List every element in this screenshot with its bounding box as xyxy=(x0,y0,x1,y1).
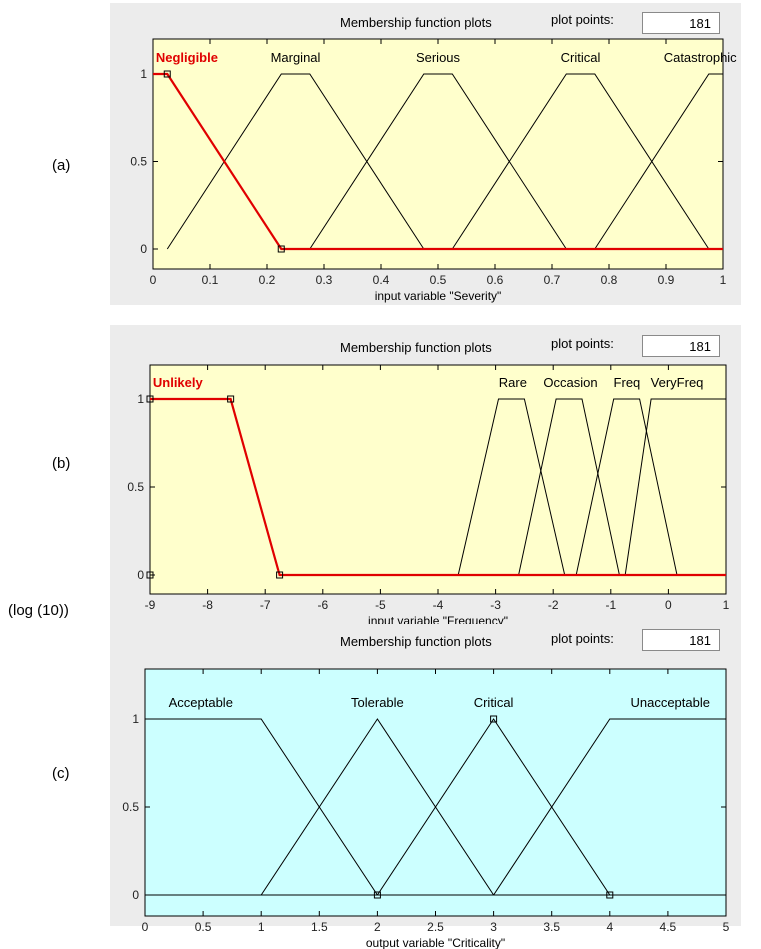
x-tick-label: -2 xyxy=(548,598,559,612)
severity-mf-chart: 0 0.5 1 0 0.1 0.2 0.3 0.4 0.5 0.6 0.7 0.8 0.9 1 input … xyxy=(130,38,737,303)
mf-label-critical: Critical xyxy=(474,695,514,710)
x-tick-label: 1.5 xyxy=(311,920,328,934)
x-tick-label: 0.9 xyxy=(658,273,675,287)
row-label-a: (a) xyxy=(52,157,71,174)
x-tick-label: -3 xyxy=(490,598,501,612)
mf-line-unlikely xyxy=(150,397,726,577)
mf-label-negligible: Negligible xyxy=(156,50,218,65)
x-tick-label: 1 xyxy=(720,273,727,287)
x-tick-label: -9 xyxy=(145,598,156,612)
y-tick-label: 0.5 xyxy=(122,800,139,814)
mf-label-acceptable: Acceptable xyxy=(169,695,233,710)
mf-label-tolerable: Tolerable xyxy=(351,695,404,710)
y-tick-label: 1 xyxy=(137,392,144,406)
x-tick-label: 0.1 xyxy=(202,273,219,287)
y-tick-label: 1 xyxy=(132,712,139,726)
mf-label-catastrophic: Catastrophic xyxy=(664,50,737,65)
mf-point-marker xyxy=(227,395,235,403)
x-axis-label: input variable "Severity" xyxy=(375,289,502,303)
plot-points-label: plot points: xyxy=(551,12,614,27)
x-tick-label: -1 xyxy=(605,598,616,612)
mf-line-freq xyxy=(575,398,678,576)
y-tick-label: 0 xyxy=(137,568,144,582)
mf-label-unlikely: Unlikely xyxy=(153,375,204,390)
x-tick-label: 0.7 xyxy=(544,273,561,287)
mf-line-critical xyxy=(376,718,611,896)
mf-label-unacceptable: Unacceptable xyxy=(630,695,710,710)
mf-label-rare: Rare xyxy=(499,375,527,390)
mf-label-serious: Serious xyxy=(416,50,461,65)
y-tick-label: 0 xyxy=(132,888,139,902)
x-tick-label: 1 xyxy=(723,598,730,612)
mf-line-occasion xyxy=(518,398,620,576)
mf-line-negligible xyxy=(153,72,723,251)
plot-points-input[interactable]: 181 xyxy=(642,335,720,357)
row-label-c: (c) xyxy=(52,765,70,782)
plot-points-label: plot points: xyxy=(551,336,614,351)
x-tick-label: 4 xyxy=(606,920,613,934)
x-tick-label: 0.8 xyxy=(601,273,618,287)
x-tick-label: 3 xyxy=(490,920,497,934)
panel-title: Membership function plots xyxy=(340,15,492,30)
mf-label-veryfreq: VeryFreq xyxy=(651,375,704,390)
mf-label-occasion: Occasion xyxy=(543,375,597,390)
mf-point-marker xyxy=(606,891,614,899)
panel-title: Membership function plots xyxy=(340,340,492,355)
severity-mf-panel: Membership function plots plot points: 1… xyxy=(110,3,741,305)
x-tick-label: 0 xyxy=(150,273,157,287)
mf-point-marker xyxy=(146,571,154,579)
x-tick-label: 0.4 xyxy=(373,273,390,287)
criticality-mf-panel: Membership function plots plot points: 1… xyxy=(110,624,741,949)
mf-line-tolerable xyxy=(260,718,495,896)
x-tick-label: 3.5 xyxy=(543,920,560,934)
row-label-b: (b) xyxy=(52,455,71,472)
y-tick-label: 1 xyxy=(140,67,147,81)
plot-points-input[interactable]: 181 xyxy=(642,12,720,34)
mf-point-marker xyxy=(373,891,381,899)
x-tick-label: 2.5 xyxy=(427,920,444,934)
y-tick-label: 0.5 xyxy=(127,480,144,494)
x-tick-label: -4 xyxy=(433,598,444,612)
x-tick-label: 0.6 xyxy=(487,273,504,287)
mf-point-marker xyxy=(163,70,171,78)
mf-line-rare xyxy=(457,398,566,576)
y-tick-label: 0.5 xyxy=(130,155,147,169)
mf-label-critical: Critical xyxy=(561,50,601,65)
x-tick-label: -7 xyxy=(260,598,271,612)
x-tick-label: 4.5 xyxy=(660,920,677,934)
x-axis-label: output variable "Criticality" xyxy=(366,936,505,949)
x-tick-label: -6 xyxy=(317,598,328,612)
x-tick-label: 1 xyxy=(258,920,265,934)
x-tick-label: 0.5 xyxy=(430,273,447,287)
x-tick-label: 5 xyxy=(723,920,730,934)
x-tick-label: -8 xyxy=(202,598,213,612)
x-tick-label: 0 xyxy=(665,598,672,612)
mf-label-marginal: Marginal xyxy=(271,50,321,65)
x-tick-label: 0.5 xyxy=(195,920,212,934)
mf-line-veryfreq xyxy=(624,398,726,576)
plot-points-input[interactable]: 181 xyxy=(642,629,720,651)
x-tick-label: 0.3 xyxy=(316,273,333,287)
mf-line-catastrophic xyxy=(594,73,723,250)
x-tick-label: 2 xyxy=(374,920,381,934)
plot-points-label: plot points: xyxy=(551,631,614,646)
criticality-mf-chart: 0 0.5 1 0 0.5 1 1.5 2 2.5 3 3.5 4 4.5 5 output variabl… xyxy=(122,668,730,949)
y-tick-label: 0 xyxy=(140,242,147,256)
mf-point-marker xyxy=(490,715,498,723)
plot-area xyxy=(152,38,724,270)
x-tick-label: 0.2 xyxy=(259,273,276,287)
x-tick-label: 0 xyxy=(142,920,149,934)
mf-point-marker xyxy=(146,395,154,403)
panel-title: Membership function plots xyxy=(340,634,492,649)
mf-label-freq: Freq xyxy=(614,375,641,390)
plot-area xyxy=(144,668,727,917)
row-label-log-note: (log (10)) xyxy=(8,602,69,619)
mf-point-marker xyxy=(277,245,285,253)
mf-line-unacceptable xyxy=(145,718,726,896)
frequency-mf-panel: Membership function plots plot points: 1… xyxy=(110,325,741,628)
mf-point-marker xyxy=(276,571,284,579)
x-tick-label: -5 xyxy=(375,598,386,612)
